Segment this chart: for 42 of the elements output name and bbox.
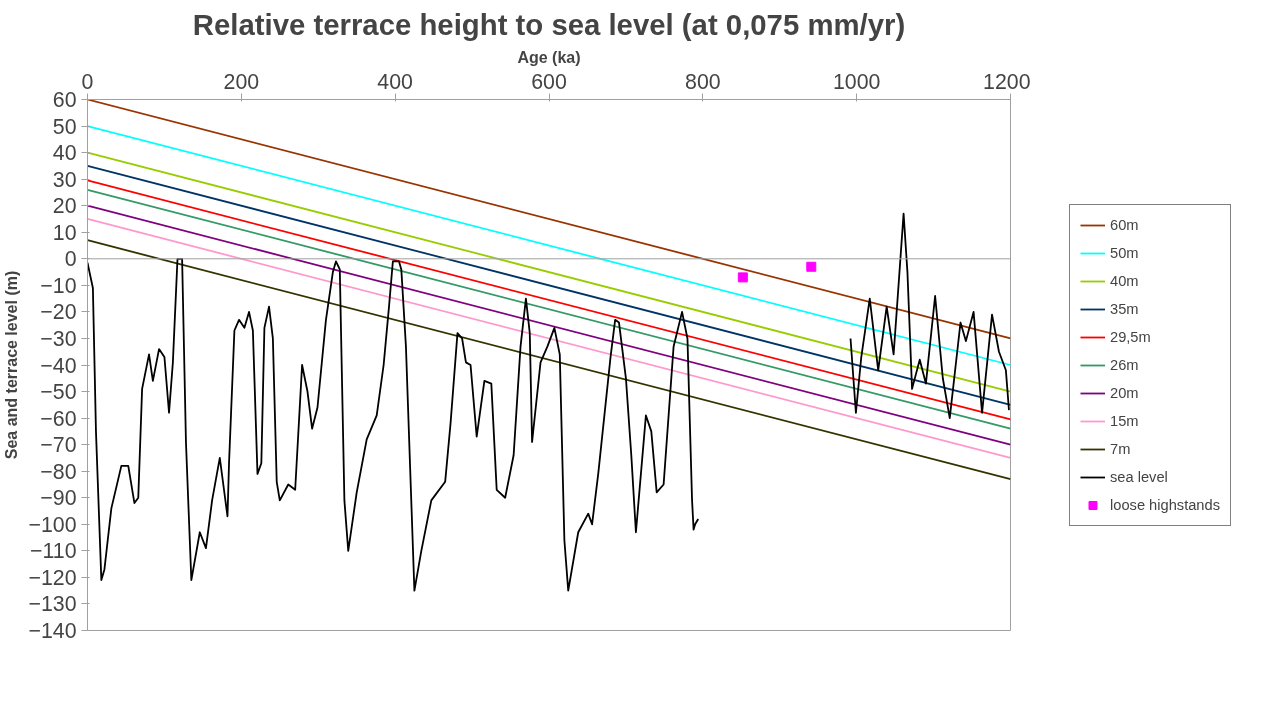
y-tick-label: −70	[40, 433, 77, 458]
x-tick-label: 600	[531, 69, 567, 94]
y-tick-label: −100	[28, 512, 77, 537]
x-tick-label: 1200	[983, 69, 1031, 94]
legend-label: 35m	[1109, 300, 1139, 317]
y-tick-label: 30	[52, 167, 77, 192]
legend-label: 50m	[1109, 244, 1139, 261]
x-tick-label: 800	[685, 69, 721, 94]
legend-label: 29,5m	[1109, 328, 1151, 345]
legend-label: 7m	[1109, 440, 1131, 457]
legend-label: 60m	[1109, 216, 1139, 233]
y-tick-label: −80	[40, 459, 77, 484]
chart-title: Relative terrace height to sea level (at 0,075 mm/yr)	[192, 7, 906, 41]
y-tick-label: −30	[40, 326, 77, 351]
x-tick-label: 1000	[832, 69, 881, 94]
x-axis-title: Age (ka)	[517, 48, 581, 66]
y-tick-label: 40	[52, 141, 77, 166]
y-tick-label: −40	[40, 353, 77, 378]
y-axis-title: Sea and terrace level (m)	[3, 270, 21, 460]
x-tick-label: 0	[81, 69, 94, 94]
legend-label: 26m	[1109, 356, 1139, 373]
y-tick-label: −110	[30, 539, 77, 564]
y-tick-label: 10	[52, 220, 77, 245]
y-tick-label: 60	[52, 88, 77, 112]
legend-label: 40m	[1109, 272, 1139, 289]
y-tick-label: 50	[52, 114, 77, 139]
x-tick-label: 200	[223, 69, 260, 94]
y-tick-label: 0	[64, 247, 77, 272]
y-tick-label: −130	[28, 592, 77, 617]
legend-label: sea level	[1109, 468, 1168, 485]
y-tick-label: −90	[40, 486, 77, 511]
legend-label: 20m	[1109, 384, 1139, 401]
legend-label: loose highstands	[1109, 496, 1221, 513]
y-tick-label: −120	[28, 565, 77, 590]
x-tick-label: 400	[377, 69, 414, 94]
y-tick-label: −50	[40, 380, 77, 405]
y-tick-label: −10	[40, 273, 77, 298]
legend-label: 15m	[1109, 412, 1139, 429]
y-tick-label: 20	[52, 194, 77, 219]
y-tick-label: −140	[28, 619, 77, 643]
y-tick-label: −20	[40, 300, 77, 325]
y-tick-label: −60	[40, 406, 77, 431]
